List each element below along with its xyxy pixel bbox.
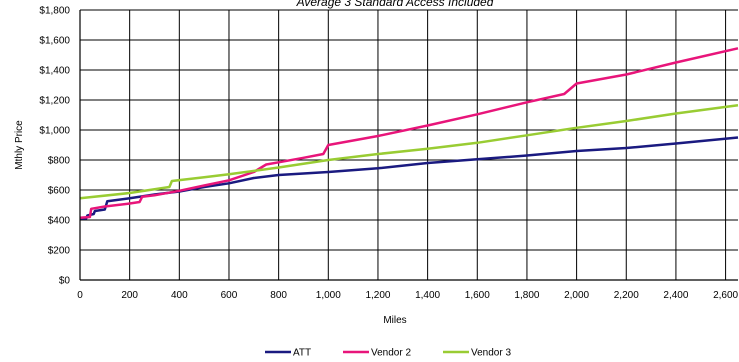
x-tick-label: 1,200 [365, 290, 390, 301]
series-line-2 [79, 47, 739, 220]
y-tick-label: $1,600 [39, 36, 70, 47]
y-tick-labels: $0 $200 $400 $600 $800 $1,000 $1,200 $1,400 $1,6… [39, 6, 70, 287]
legend-label: Vendor 2 [371, 348, 411, 359]
y-tick-label: $200 [48, 246, 71, 257]
legend: ATT Vendor 2 Vendor 3 [265, 348, 511, 359]
x-tick-label: 2,000 [564, 290, 589, 301]
x-axis-title: Miles [383, 315, 406, 326]
y-tick-label: $1,400 [39, 66, 70, 77]
x-tick-label: 1,800 [514, 290, 539, 301]
axes [79, 10, 738, 281]
x-tick-label: 600 [221, 290, 238, 301]
chart-title: Average 3 Standard Access Included [296, 0, 494, 9]
series-line-1 [80, 136, 739, 220]
x-tick-labels: 0 200 400 600 800 1,000 1,200 1,400 1,600 1,800 2,… [77, 290, 738, 301]
y-tick-label: $1,000 [39, 126, 70, 137]
legend-label: Vendor 3 [471, 348, 511, 359]
x-tick-label: 1,000 [316, 290, 341, 301]
x-tick-label: 400 [171, 290, 188, 301]
x-tick-label: 1,400 [415, 290, 440, 301]
y-tick-label: $400 [48, 216, 71, 227]
grid-lines [79, 9, 738, 281]
y-tick-label: $600 [48, 186, 71, 197]
y-tick-label: $800 [48, 156, 71, 167]
x-tick-label: 200 [121, 290, 138, 301]
x-tick-label: 2,400 [663, 290, 688, 301]
legend-label: ATT [293, 348, 311, 359]
x-tick-label: 0 [77, 290, 83, 301]
y-axis-title: Mthly Price [14, 120, 25, 170]
x-tick-label: 800 [270, 290, 287, 301]
y-tick-label: $1,200 [39, 96, 70, 107]
y-tick-label: $0 [59, 276, 71, 287]
series-lines [79, 47, 739, 220]
x-tick-label: 1,600 [465, 290, 490, 301]
x-tick-label: 2,600 [713, 290, 738, 301]
x-tick-label: 2,200 [614, 290, 639, 301]
series-line-3 [79, 104, 739, 200]
y-tick-label: $1,800 [39, 6, 70, 17]
